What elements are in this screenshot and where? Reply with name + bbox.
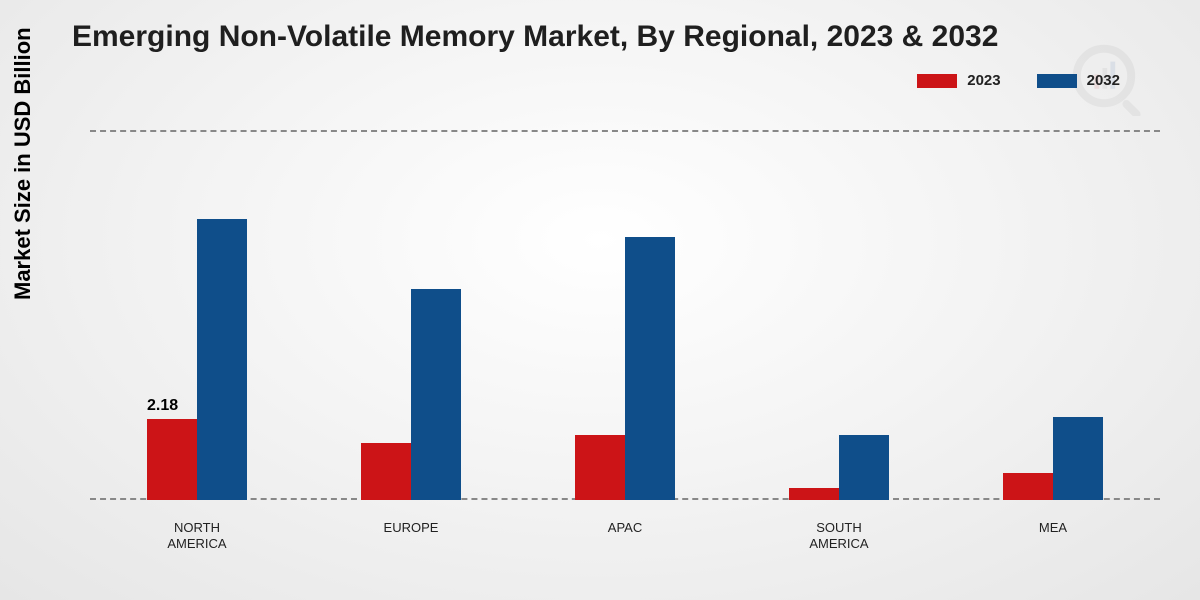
bar-2032-mea (1053, 417, 1103, 500)
bar-groups: 2.18 (90, 130, 1160, 500)
xlabel-na: NORTHAMERICA (142, 520, 252, 553)
bar-2023-sa (789, 488, 839, 500)
bar-2023-mea (1003, 473, 1053, 500)
legend: 2023 2032 (917, 72, 1120, 89)
bar-2023-na (147, 419, 197, 500)
group-mea (1003, 130, 1103, 500)
legend-swatch-2023 (917, 74, 957, 88)
legend-item-2023: 2023 (917, 72, 1000, 89)
legend-label-2032: 2032 (1087, 72, 1120, 89)
legend-swatch-2032 (1037, 74, 1077, 88)
chart-canvas: Emerging Non-Volatile Memory Market, By … (0, 0, 1200, 600)
bar-2032-apac (625, 237, 675, 500)
bar-2023-apac (575, 435, 625, 500)
xlabel-apac: APAC (570, 520, 680, 553)
group-south-america (789, 130, 889, 500)
xlabel-eu: EUROPE (356, 520, 466, 553)
xlabel-sa: SOUTHAMERICA (784, 520, 894, 553)
x-axis-labels: NORTHAMERICA EUROPE APAC SOUTHAMERICA ME… (90, 520, 1160, 553)
group-apac (575, 130, 675, 500)
bar-2023-eu (361, 443, 411, 500)
group-north-america: 2.18 (147, 130, 247, 500)
group-europe (361, 130, 461, 500)
legend-item-2032: 2032 (1037, 72, 1120, 89)
plot-area: 2.18 (90, 130, 1160, 500)
legend-label-2023: 2023 (967, 72, 1000, 89)
xlabel-mea: MEA (998, 520, 1108, 553)
bar-2032-eu (411, 289, 461, 500)
bar-2032-na (197, 219, 247, 500)
y-axis-label: Market Size in USD Billion (10, 27, 36, 300)
value-label-2.18: 2.18 (147, 397, 178, 415)
chart-title: Emerging Non-Volatile Memory Market, By … (72, 20, 998, 54)
bar-2032-sa (839, 435, 889, 500)
